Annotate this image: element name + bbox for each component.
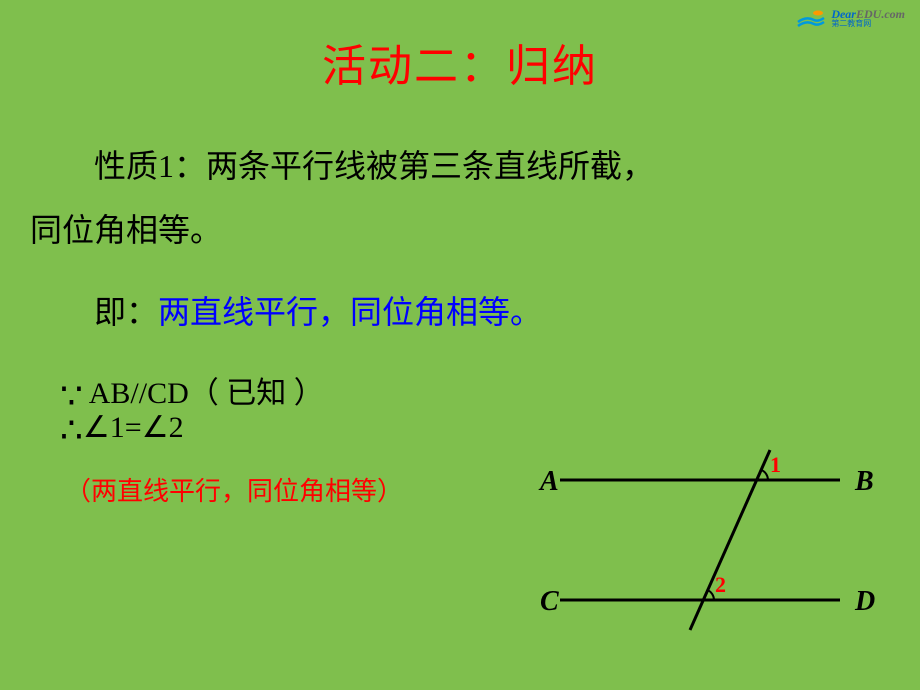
logo-sub: 第二教育网 [831,20,905,28]
angle-2-label: 2 [715,572,726,597]
conclusion-text: ∠1=∠2 [83,411,184,444]
label-b: B [854,466,874,497]
logo-text: DearEDU.com 第二教育网 [831,8,905,28]
namely-statement: 即：两直线平行，同位角相等。 [30,262,890,333]
label-c: C [540,586,559,617]
namely-prefix: 即： [94,294,158,330]
logo-icon [796,8,826,28]
label-a: A [538,466,559,497]
logo: DearEDU.com 第二教育网 [796,8,905,28]
therefore-symbol: ∴ [60,410,83,450]
parallel-lines-diagram: A B C D 1 2 [510,440,890,640]
property-line2: 同位角相等。 [30,198,890,262]
namely-text: 两直线平行，同位角相等。 [158,294,542,330]
given-text: AB//CD（ 已知 ） [83,377,324,410]
angle-1-label: 1 [770,452,781,477]
logo-com: .com [881,7,905,21]
label-d: D [854,586,875,617]
page-title: 活动二：归纳 [0,0,920,94]
property-line1: 性质1：两条平行线被第三条直线所截， [30,134,890,198]
